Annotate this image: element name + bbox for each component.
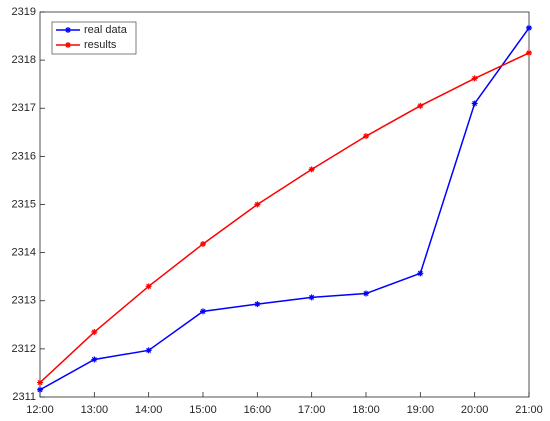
marker <box>145 283 152 290</box>
x-tick-label: 18:00 <box>352 404 380 416</box>
marker <box>526 24 532 31</box>
legend-label: real data <box>84 24 128 36</box>
x-tick-label: 17:00 <box>298 404 326 416</box>
y-tick-label: 2311 <box>12 391 36 403</box>
series-line <box>39 27 530 391</box>
y-tick-label: 2315 <box>12 198 36 210</box>
y-tick-label: 2319 <box>12 6 36 18</box>
x-tick-label: 12:00 <box>26 404 54 416</box>
y-tick-label: 2316 <box>12 150 36 162</box>
y-tick-label: 2318 <box>12 54 36 66</box>
marker <box>363 290 369 297</box>
x-tick-label: 21:00 <box>515 404 543 416</box>
marker <box>200 240 206 247</box>
marker <box>200 308 206 315</box>
y-tick-label: 2312 <box>12 343 36 355</box>
x-tick-label: 20:00 <box>461 404 489 416</box>
marker <box>417 270 424 277</box>
legend-box <box>51 21 137 55</box>
legend-label: results <box>84 39 117 51</box>
y-tick-label: 2317 <box>12 102 36 114</box>
marker <box>254 301 261 308</box>
marker <box>526 49 532 56</box>
x-tick-label: 14:00 <box>135 404 163 416</box>
marker <box>471 100 478 107</box>
legend-marker <box>65 42 71 48</box>
marker <box>363 133 369 140</box>
marker <box>308 294 315 301</box>
plot-area <box>39 11 530 398</box>
x-tick-label: 13:00 <box>81 404 109 416</box>
marker <box>254 201 261 208</box>
series-line <box>39 52 530 384</box>
y-tick-label: 2314 <box>12 247 36 259</box>
marker <box>145 347 152 354</box>
marker <box>471 75 478 82</box>
y-tick-label: 2313 <box>12 295 36 307</box>
marker <box>91 356 98 363</box>
marker <box>308 166 315 173</box>
legend-marker <box>65 27 71 33</box>
marker <box>37 379 43 386</box>
marker <box>417 102 424 109</box>
marker <box>37 386 43 393</box>
x-tick-label: 19:00 <box>407 404 435 416</box>
marker <box>91 329 98 336</box>
x-tick-label: 15:00 <box>189 404 217 416</box>
x-tick-label: 16:00 <box>244 404 272 416</box>
